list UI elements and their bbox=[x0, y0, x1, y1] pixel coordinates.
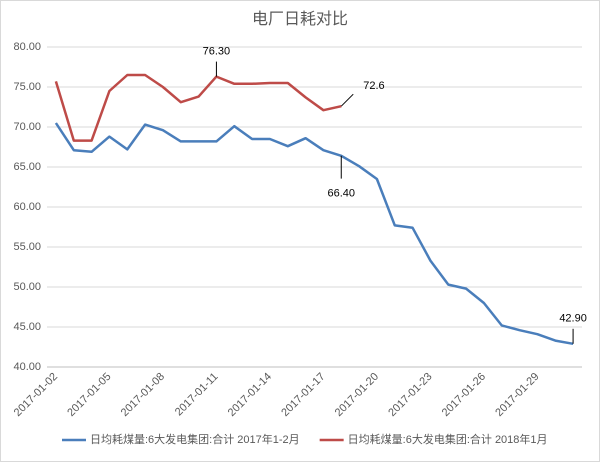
y-tick-label: 55.00 bbox=[13, 241, 41, 253]
data-label: 66.40 bbox=[327, 188, 355, 200]
line-series bbox=[54, 73, 342, 142]
y-tick-label: 80.00 bbox=[13, 41, 41, 53]
y-tick-label: 65.00 bbox=[13, 161, 41, 173]
y-tick-label: 70.00 bbox=[13, 121, 41, 133]
y-tick-label: 60.00 bbox=[13, 201, 41, 213]
data-label: 76.30 bbox=[203, 46, 231, 58]
data-label: 42.90 bbox=[559, 313, 587, 325]
y-tick-label: 40.00 bbox=[13, 361, 41, 373]
data-label: 72.6 bbox=[363, 80, 384, 92]
chart-title: 电厂日耗对比 bbox=[252, 10, 348, 28]
y-tick-label: 75.00 bbox=[13, 81, 41, 93]
y-tick-label: 45.00 bbox=[13, 321, 41, 333]
legend-label: 日均耗煤量:6大发电集团:合计 2018年1月 bbox=[348, 432, 548, 446]
y-tick-label: 50.00 bbox=[13, 281, 41, 293]
legend-label: 日均耗煤量:6大发电集团:合计 2017年1-2月 bbox=[90, 432, 300, 446]
leader-line bbox=[340, 93, 354, 107]
line-series bbox=[54, 122, 574, 346]
